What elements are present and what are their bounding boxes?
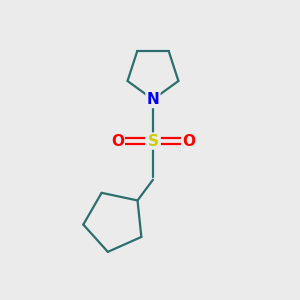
Text: S: S — [148, 134, 158, 148]
Text: O: O — [111, 134, 124, 148]
Text: O: O — [182, 134, 195, 148]
Text: N: N — [147, 92, 159, 107]
